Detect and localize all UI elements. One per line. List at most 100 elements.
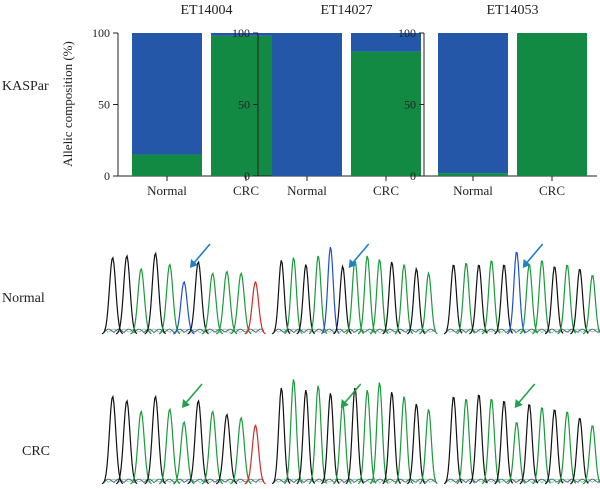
peak	[394, 396, 414, 485]
bar-segment-blue-Normal	[272, 33, 342, 176]
peak	[320, 247, 340, 335]
peak	[532, 260, 551, 335]
arrow-head	[340, 399, 349, 408]
peak	[406, 403, 426, 485]
bar-segment-blue-CRC	[211, 33, 281, 36]
bar-segment-blue-Normal	[132, 33, 202, 155]
y-tick-label: 50	[404, 98, 416, 112]
peak	[419, 409, 438, 485]
arrow-shaft	[517, 383, 536, 405]
y-tick-label: 100	[398, 26, 416, 40]
peak	[469, 264, 488, 335]
peak	[244, 280, 266, 335]
chromatogram-crc-ET14053	[443, 383, 600, 485]
x-tick-label: CRC	[373, 183, 399, 198]
peak	[244, 424, 266, 485]
baseline-trace	[103, 478, 265, 484]
bar-segment-green-Normal	[438, 173, 508, 176]
chart-title: ET14027	[320, 3, 372, 18]
peak	[570, 417, 589, 485]
peak	[230, 272, 252, 335]
arrow-shaft	[192, 243, 211, 265]
arrow-shaft	[351, 243, 370, 265]
peak	[394, 264, 414, 335]
peak	[271, 260, 291, 335]
arrow-shaft	[343, 383, 362, 405]
bar-segment-green-CRC	[351, 51, 421, 177]
peak	[382, 261, 401, 335]
x-tick-label: CRC	[539, 183, 565, 198]
peak	[406, 266, 426, 335]
x-tick-label: CRC	[233, 183, 259, 198]
peak	[158, 263, 181, 335]
arrow-shaft	[525, 243, 544, 265]
peak	[557, 264, 577, 335]
arrow-head	[522, 259, 531, 268]
sequencing-chromatograms	[101, 243, 600, 485]
chromatogram-normal-ET14027	[271, 243, 438, 335]
chart-panel-ET14053: ET14053 0 50 100 Normal CRC	[398, 3, 597, 198]
kaspar-charts: ET14004 0 50 100 Normal CRC ET14027 0 50 100 Norma…	[92, 3, 597, 198]
row-label-normal: Normal	[2, 291, 45, 306]
peak	[115, 254, 138, 335]
peak	[308, 255, 328, 335]
peak	[284, 257, 303, 335]
arrow-head	[514, 399, 523, 408]
peak	[544, 266, 564, 335]
y-tick-label: 0	[244, 169, 250, 183]
peak	[144, 394, 167, 485]
chart-panel-ET14004: ET14004 0 50 100 Normal CRC	[92, 3, 291, 198]
chromatogram-crc-ET14027	[271, 379, 438, 485]
chart-title: ET14053	[486, 3, 538, 18]
peak	[469, 394, 488, 485]
arrow-head	[182, 399, 190, 408]
peak	[284, 379, 303, 485]
peak	[506, 251, 526, 335]
chart-title: ET14004	[180, 3, 232, 18]
y-tick-label: 50	[238, 98, 250, 112]
chromatogram-crc-ET14004	[101, 383, 266, 485]
y-tick-label: 0	[410, 169, 416, 183]
peak	[187, 399, 209, 485]
y-tick-label: 0	[104, 169, 110, 183]
chromatogram-normal-ET14053	[443, 243, 600, 335]
peak	[443, 396, 463, 485]
x-tick-label: Normal	[147, 183, 187, 198]
bar-segment-green-CRC	[517, 33, 587, 176]
bar-segment-green-Normal	[132, 154, 202, 176]
peak	[382, 392, 402, 485]
peak	[370, 259, 389, 335]
peak	[582, 425, 600, 485]
peak	[215, 270, 238, 335]
peak	[570, 268, 589, 335]
x-tick-label: Normal	[287, 183, 327, 198]
baseline-trace	[103, 328, 265, 334]
baseline-trace	[273, 328, 437, 334]
peak	[494, 400, 514, 485]
y-tick-label: 50	[98, 98, 110, 112]
baseline-trace	[103, 478, 265, 484]
peak	[481, 398, 501, 485]
arrow-head	[190, 259, 198, 268]
peak	[443, 264, 463, 335]
peak	[456, 398, 476, 485]
peak	[308, 385, 328, 485]
chart-panel-ET14027: ET14027 0 50 100 Normal CRC	[232, 3, 431, 198]
peak	[582, 274, 600, 335]
row-label-crc: CRC	[22, 444, 50, 459]
peak	[144, 251, 167, 335]
peak	[456, 262, 476, 335]
arrow-head	[348, 259, 357, 268]
peak	[115, 399, 138, 485]
peak	[494, 264, 514, 335]
row-label-kaspar: KASPar	[2, 79, 49, 94]
arrow-shaft	[184, 383, 203, 405]
peak	[101, 256, 124, 335]
peak	[187, 260, 209, 335]
x-tick-label: Normal	[453, 183, 493, 198]
peak	[215, 413, 238, 485]
peak	[345, 387, 365, 485]
baseline-trace	[103, 328, 265, 334]
peak	[345, 260, 365, 335]
